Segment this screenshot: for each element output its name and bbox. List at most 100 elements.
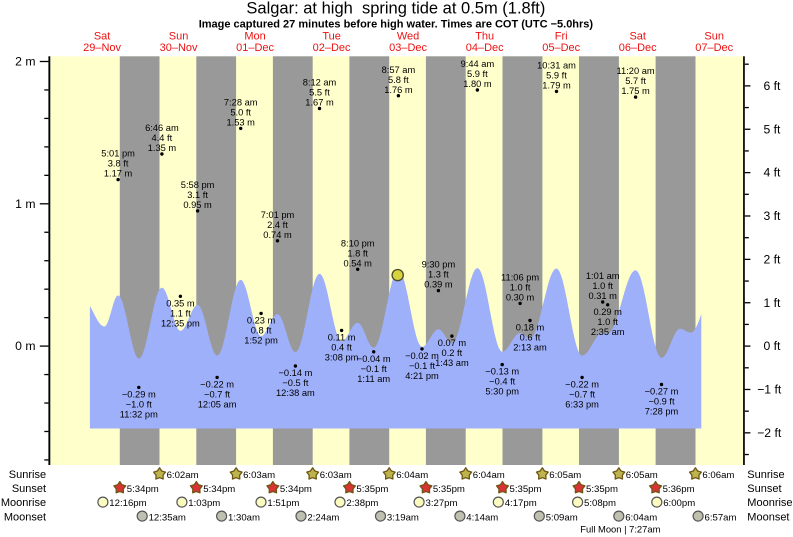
svg-text:0.23 m: 0.23 m [247, 316, 276, 326]
svg-text:7:01 pm: 7:01 pm [261, 210, 295, 220]
svg-text:12:35am: 12:35am [149, 512, 186, 523]
svg-text:6:03am: 6:03am [320, 470, 352, 481]
svg-text:0.95 m: 0.95 m [183, 200, 212, 210]
svg-text:1.75 m: 1.75 m [621, 86, 650, 96]
svg-text:−2 ft: −2 ft [757, 426, 782, 440]
svg-text:1.17 m: 1.17 m [104, 169, 133, 179]
svg-text:2 m: 2 m [15, 55, 35, 69]
svg-text:2:24am: 2:24am [307, 512, 339, 523]
svg-text:6:03am: 6:03am [243, 470, 275, 481]
svg-text:1.1 ft: 1.1 ft [170, 308, 191, 318]
svg-text:8:57 am: 8:57 am [382, 65, 416, 75]
svg-text:−0.02 m: −0.02 m [405, 351, 439, 361]
svg-text:−0.13 m: −0.13 m [485, 367, 519, 377]
svg-text:3.1 ft: 3.1 ft [187, 190, 208, 200]
svg-text:1.3 ft: 1.3 ft [428, 270, 449, 280]
svg-text:−0.9 ft: −0.9 ft [648, 397, 675, 407]
svg-text:5:01 pm: 5:01 pm [101, 149, 135, 159]
svg-text:1.0 ft: 1.0 ft [592, 281, 613, 291]
svg-text:3:27pm: 3:27pm [426, 498, 458, 509]
svg-text:02–Dec: 02–Dec [313, 42, 351, 54]
svg-text:1.80 m: 1.80 m [463, 79, 492, 89]
svg-text:1.0 ft: 1.0 ft [510, 283, 531, 293]
svg-text:−0.14 m: −0.14 m [278, 368, 312, 378]
svg-text:10:31 am: 10:31 am [537, 61, 576, 71]
svg-text:1.53 m: 1.53 m [226, 118, 255, 128]
svg-text:12:35 pm: 12:35 pm [161, 318, 200, 328]
svg-text:−0.29 m: −0.29 m [122, 390, 156, 400]
svg-text:8:12 am: 8:12 am [303, 78, 337, 88]
svg-text:−0.7 ft: −0.7 ft [569, 390, 596, 400]
svg-text:7:28 pm: 7:28 pm [645, 407, 679, 417]
svg-text:−1.0 ft: −1.0 ft [126, 400, 153, 410]
svg-text:Tue: Tue [322, 30, 341, 42]
svg-text:11:20 am: 11:20 am [617, 66, 655, 76]
svg-text:−0.27 m: −0.27 m [645, 387, 679, 397]
svg-text:Fri: Fri [555, 30, 568, 42]
svg-text:0.35 m: 0.35 m [166, 298, 195, 308]
svg-text:Moonrise: Moonrise [1, 497, 46, 509]
svg-text:5.9 ft: 5.9 ft [546, 71, 567, 81]
svg-text:1 m: 1 m [15, 197, 35, 211]
svg-text:5.0 ft: 5.0 ft [230, 108, 251, 118]
svg-text:6:46 am: 6:46 am [145, 123, 179, 133]
svg-text:07–Dec: 07–Dec [695, 42, 733, 54]
svg-text:Sunrise: Sunrise [9, 469, 46, 481]
svg-text:2.4 ft: 2.4 ft [267, 220, 288, 230]
svg-text:12:05 am: 12:05 am [198, 400, 237, 410]
svg-text:4 ft: 4 ft [764, 166, 782, 180]
svg-text:03–Dec: 03–Dec [389, 42, 427, 54]
svg-text:5:08pm: 5:08pm [584, 498, 616, 509]
svg-text:5.8 ft: 5.8 ft [388, 75, 409, 85]
svg-text:1:01 am: 1:01 am [586, 271, 620, 281]
svg-text:1.8 ft: 1.8 ft [347, 248, 368, 258]
svg-text:1:30am: 1:30am [228, 512, 260, 523]
svg-text:5:35pm: 5:35pm [433, 484, 465, 495]
svg-text:6:04am: 6:04am [473, 470, 505, 481]
svg-text:6:05am: 6:05am [626, 470, 658, 481]
svg-text:3 ft: 3 ft [764, 209, 782, 223]
svg-text:0.31 m: 0.31 m [588, 291, 617, 301]
svg-text:Thu: Thu [475, 30, 494, 42]
svg-text:12:38 am: 12:38 am [276, 388, 315, 398]
svg-text:1:52 pm: 1:52 pm [244, 336, 278, 346]
svg-text:3:08 pm: 3:08 pm [325, 353, 359, 363]
svg-text:1.67 m: 1.67 m [305, 98, 334, 108]
svg-text:0 ft: 0 ft [764, 339, 782, 353]
svg-text:6:06am: 6:06am [702, 470, 734, 481]
svg-text:Salgar: at high spring tide a: Salgar: at high spring tide at 0.5m (1.8… [246, 0, 545, 18]
svg-text:Sunrise: Sunrise [747, 469, 784, 481]
svg-text:5:34pm: 5:34pm [280, 484, 312, 495]
svg-text:05–Dec: 05–Dec [542, 42, 580, 54]
svg-text:0.6 ft: 0.6 ft [520, 333, 541, 343]
svg-text:6 ft: 6 ft [764, 79, 782, 93]
svg-text:0.29 m: 0.29 m [593, 307, 622, 317]
svg-text:Sat: Sat [94, 30, 111, 42]
svg-text:0.2 ft: 0.2 ft [442, 348, 463, 358]
svg-text:Sun: Sun [704, 30, 724, 42]
svg-text:0 m: 0 m [15, 339, 35, 353]
svg-text:2:13 am: 2:13 am [513, 343, 547, 353]
svg-text:6:04am: 6:04am [396, 470, 428, 481]
svg-text:5 ft: 5 ft [764, 122, 782, 136]
svg-text:04–Dec: 04–Dec [466, 42, 504, 54]
svg-text:9:44 am: 9:44 am [461, 59, 495, 69]
svg-text:−0.1 ft: −0.1 ft [361, 364, 388, 374]
svg-text:5.9 ft: 5.9 ft [467, 69, 488, 79]
svg-text:−0.5 ft: −0.5 ft [282, 378, 309, 388]
svg-text:−1 ft: −1 ft [757, 383, 782, 397]
svg-text:6:02am: 6:02am [167, 470, 199, 481]
svg-text:6:00pm: 6:00pm [663, 498, 695, 509]
svg-text:2 ft: 2 ft [764, 253, 782, 267]
svg-text:9:30 pm: 9:30 pm [422, 260, 456, 270]
svg-text:Sun: Sun [169, 30, 189, 42]
svg-text:5.5 ft: 5.5 ft [309, 88, 330, 98]
svg-text:−0.04 m: −0.04 m [357, 354, 391, 364]
svg-text:5:58 pm: 5:58 pm [181, 180, 215, 190]
svg-text:0.54 m: 0.54 m [343, 258, 372, 268]
svg-text:5:36pm: 5:36pm [663, 484, 695, 495]
svg-text:1.79 m: 1.79 m [542, 81, 571, 91]
svg-text:5.7 ft: 5.7 ft [625, 76, 646, 86]
svg-text:0.11 m: 0.11 m [328, 333, 356, 343]
svg-text:5:09am: 5:09am [546, 512, 578, 523]
